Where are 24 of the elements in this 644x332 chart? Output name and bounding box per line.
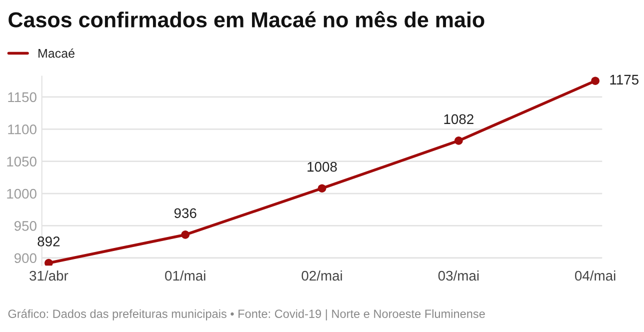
x-tick-label: 02/mai (302, 270, 342, 281)
data-label: 892 (38, 236, 60, 246)
y-tick-label: 1100 (8, 124, 36, 134)
x-tick-label: 31/abr (30, 270, 68, 281)
point (591, 76, 600, 86)
y-tick-label: 1150 (8, 92, 36, 102)
point (318, 184, 326, 193)
text: Gráfico: Dados das prefeituras municipais • Fonte: Covid-19 | Norte e Noroeste Fluminense (8, 309, 485, 320)
x-tick-label: 04/mai (575, 270, 616, 281)
y-tick-label: 900 (14, 253, 36, 264)
point (44, 258, 53, 266)
data-label: 1082 (444, 114, 474, 124)
data-label: 936 (174, 208, 196, 218)
y-tick-label: 1000 (7, 188, 36, 199)
data-label: 1008 (308, 162, 337, 172)
legend-label: Macaé (38, 48, 74, 58)
x-tick-label: 01/mai (165, 270, 206, 281)
y-tick-label: 950 (14, 221, 36, 231)
point (454, 136, 463, 145)
chart-title: Casos confirmados em Macaé no mês de maio (8, 11, 484, 28)
point (181, 230, 190, 239)
data-label: 1175 (610, 74, 638, 85)
x-tick-label: 03/mai (438, 270, 479, 281)
y-tick-label: 1050 (7, 156, 36, 166)
